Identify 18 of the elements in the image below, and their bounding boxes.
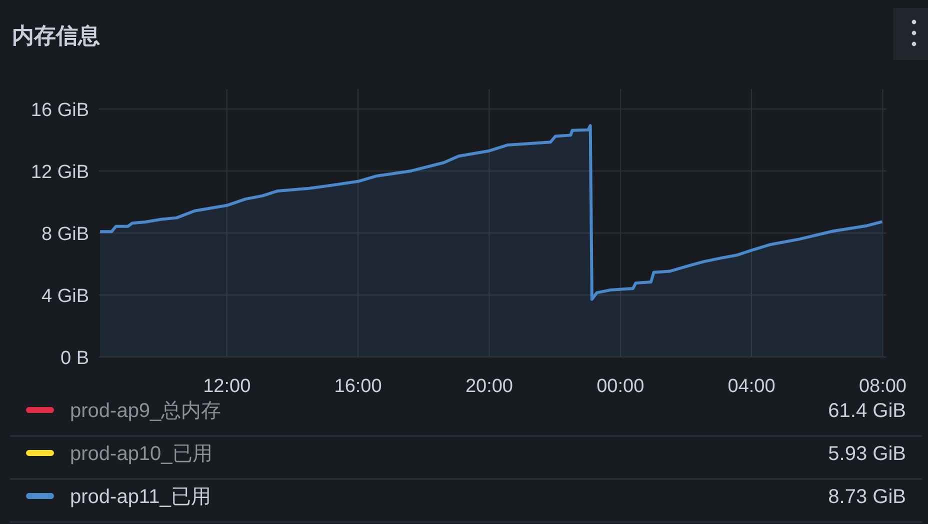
- legend-label: prod-ap11_已用: [70, 486, 211, 508]
- x-tick-label: 00:00: [596, 376, 644, 397]
- chart-title: 内存信息: [12, 23, 100, 48]
- y-tick-label: 0 B: [60, 348, 89, 369]
- x-tick-label: 04:00: [728, 376, 776, 397]
- x-tick-label: 08:00: [858, 376, 906, 397]
- y-tick-label: 8 GiB: [41, 224, 89, 245]
- legend-label: prod-ap10_已用: [70, 443, 212, 465]
- y-tick-label: 16 GiB: [30, 100, 89, 121]
- x-tick-label: 12:00: [203, 376, 251, 397]
- y-tick-label: 12 GiB: [30, 162, 89, 183]
- text: 61.4 GiB: [828, 400, 906, 422]
- text: 8.73 GiB: [828, 486, 906, 508]
- x-tick-label: 20:00: [465, 376, 513, 397]
- x-tick-label: 16:00: [334, 376, 382, 397]
- y-tick-label: 4 GiB: [41, 286, 89, 307]
- legend-label: prod-ap9_总内存: [70, 400, 222, 422]
- text: 5.93 GiB: [828, 443, 906, 465]
